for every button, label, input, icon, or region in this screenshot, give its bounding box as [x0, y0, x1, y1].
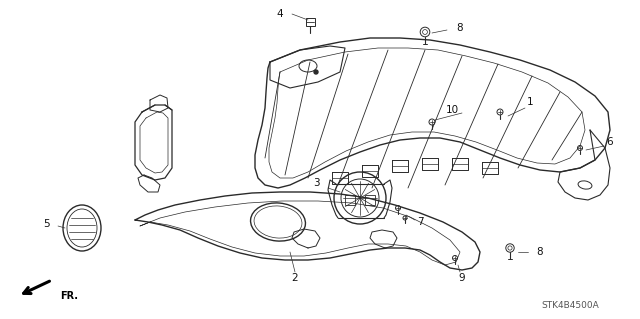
- Text: 7: 7: [417, 217, 423, 227]
- Text: FR.: FR.: [60, 291, 78, 301]
- Bar: [305, 19, 314, 26]
- Text: 4: 4: [276, 9, 284, 19]
- Text: 8: 8: [537, 247, 543, 257]
- Text: 2: 2: [292, 273, 298, 283]
- Text: 3: 3: [313, 178, 319, 188]
- Text: 9: 9: [459, 273, 465, 283]
- Text: 10: 10: [445, 105, 459, 115]
- Text: 8: 8: [457, 23, 463, 33]
- Text: 5: 5: [43, 219, 49, 229]
- Text: STK4B4500A: STK4B4500A: [541, 300, 599, 309]
- Bar: [365, 195, 375, 205]
- Bar: [345, 195, 355, 205]
- Text: 1: 1: [527, 97, 533, 107]
- Circle shape: [314, 70, 318, 74]
- Text: 6: 6: [607, 137, 613, 147]
